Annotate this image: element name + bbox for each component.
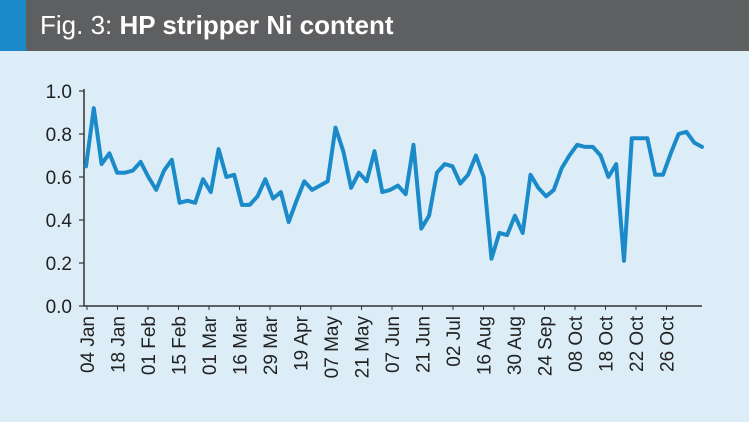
x-tick-label: 01 Mar — [200, 315, 221, 375]
x-tick-label: 30 Aug — [505, 316, 526, 375]
axes — [83, 89, 702, 307]
x-tick-label: 01 Feb — [139, 316, 160, 375]
x-axis-ticks: 04 Jan 18 Jan 01 Feb 15 Feb 01 Mar 16 Mar 29 M… — [78, 306, 679, 378]
x-tick-label: 02 Jul — [444, 316, 465, 367]
line-chart: 0.0 0.2 0.4 0.6 0.8 1.0 04 Jan 18 Jan 01 Feb 15 … — [46, 82, 704, 378]
x-tick-label: 21 Jun — [414, 316, 435, 373]
y-tick-label: 0.8 — [46, 125, 72, 146]
figure-number: Fig. 3: — [40, 10, 113, 40]
y-tick-label: 0.2 — [46, 254, 72, 275]
x-tick-label: 24 Sep — [536, 316, 557, 376]
x-tick-label: 18 Oct — [597, 315, 618, 372]
series-layer — [84, 106, 704, 263]
chart-title: HP stripper Ni content — [119, 10, 394, 40]
x-tick-label: 26 Oct — [658, 315, 679, 372]
x-tick-label: 18 Jan — [109, 316, 130, 373]
x-tick-label: 21 May — [353, 316, 374, 379]
x-tick-label: 04 Jan — [78, 316, 99, 373]
x-tick-label: 07 Jun — [383, 316, 404, 373]
x-tick-label: 07 May — [322, 316, 343, 379]
y-tick-label: 1.0 — [46, 82, 72, 103]
y-tick-label: 0.0 — [46, 297, 72, 318]
x-tick-label: 22 Oct — [627, 315, 648, 372]
figure-title: Fig. 3: HP stripper Ni content — [40, 10, 394, 40]
x-tick-label: 19 Apr — [292, 315, 313, 371]
y-tick-label: 0.4 — [46, 211, 73, 232]
x-tick-label: 16 Aug — [475, 316, 496, 375]
x-tick-label: 29 Mar — [261, 315, 282, 375]
y-tick-label: 0.6 — [46, 168, 72, 189]
figure-header: Fig. 3: HP stripper Ni content — [0, 0, 749, 51]
series-line — [84, 106, 704, 263]
header-accent-bar — [0, 0, 26, 51]
x-tick-label: 15 Feb — [170, 316, 191, 375]
x-tick-label: 16 Mar — [231, 315, 252, 375]
y-axis-ticks: 0.0 0.2 0.4 0.6 0.8 1.0 — [46, 82, 84, 318]
x-tick-label: 08 Oct — [566, 315, 587, 372]
